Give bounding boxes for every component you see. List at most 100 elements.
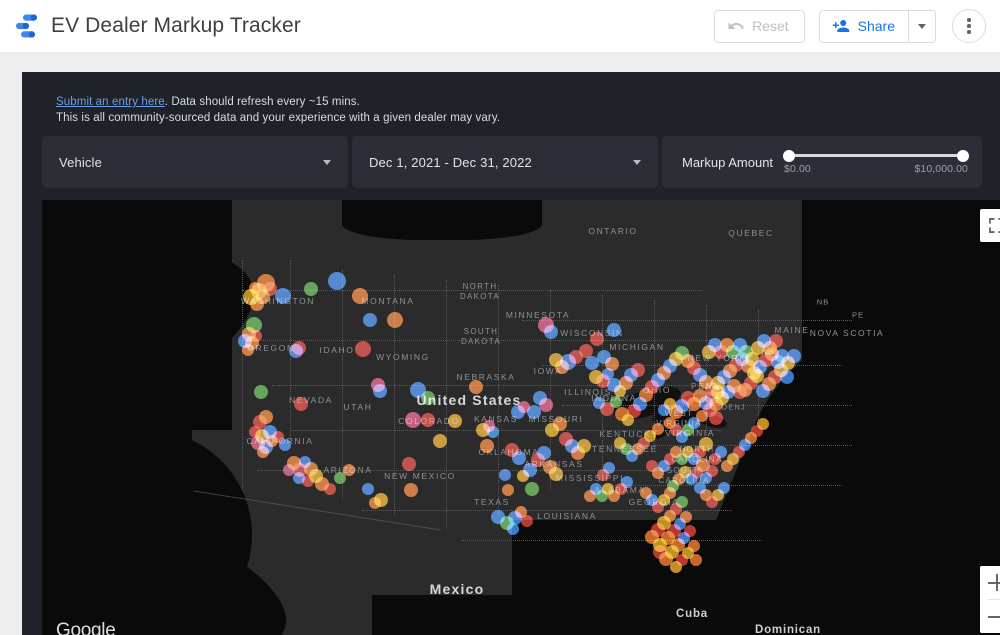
map-data-point[interactable] <box>539 398 553 412</box>
map-zoom-out-button[interactable] <box>980 600 1000 633</box>
map-data-point[interactable] <box>607 323 621 337</box>
map-data-point[interactable] <box>640 487 652 499</box>
map-data-point[interactable] <box>553 417 567 431</box>
map-data-point[interactable] <box>718 482 730 494</box>
map-data-point[interactable] <box>250 330 262 342</box>
map-zoom-in-button[interactable] <box>980 566 1000 599</box>
map-fullscreen-button[interactable] <box>980 209 1000 242</box>
map-data-point[interactable] <box>499 469 511 481</box>
map-data-point[interactable] <box>343 464 355 476</box>
map-data-point[interactable] <box>750 369 764 383</box>
map-data-point[interactable] <box>646 460 658 472</box>
map-data-point[interactable] <box>275 288 291 304</box>
map-data-point[interactable] <box>363 313 377 327</box>
map-data-point[interactable] <box>745 352 759 366</box>
map-data-point[interactable] <box>371 378 385 392</box>
map-data-point[interactable] <box>527 405 541 419</box>
map-data-point[interactable] <box>653 545 667 559</box>
map-data-point[interactable] <box>279 439 291 451</box>
markup-amount-filter[interactable]: Markup Amount $0.00 $10,000.00 <box>662 136 982 188</box>
map-data-point[interactable] <box>690 554 702 566</box>
map-data-point[interactable] <box>352 288 368 304</box>
map-data-point[interactable] <box>433 434 447 448</box>
map-data-point[interactable] <box>715 446 727 458</box>
map-data-point[interactable] <box>254 385 268 399</box>
map-data-point[interactable] <box>249 282 261 294</box>
share-button[interactable]: Share <box>820 11 908 42</box>
map-data-point[interactable] <box>757 418 769 430</box>
map-data-point[interactable] <box>421 413 435 427</box>
map-data-point[interactable] <box>334 472 346 484</box>
map-data-point[interactable] <box>502 484 514 496</box>
map-data-point[interactable] <box>521 515 533 527</box>
map-data-point[interactable] <box>283 464 295 476</box>
map-data-point[interactable] <box>597 469 609 481</box>
map-data-point[interactable] <box>605 357 619 371</box>
map-data-point[interactable] <box>787 349 801 363</box>
map-data-point[interactable] <box>544 325 558 339</box>
map-data-point[interactable] <box>480 439 494 453</box>
map-chart[interactable]: WASHINGTONOREGONIDAHOMONTANAWYOMINGNEVAD… <box>42 200 1000 635</box>
map-data-point[interactable] <box>610 396 622 408</box>
vehicle-filter-label: Vehicle <box>59 154 102 170</box>
map-data-point[interactable] <box>402 457 416 471</box>
map-data-point[interactable] <box>242 344 254 356</box>
map-data-point[interactable] <box>324 483 336 495</box>
map-data-point[interactable] <box>709 411 723 425</box>
note-line-2: This is all community-sourced data and y… <box>56 112 501 124</box>
map-data-point[interactable] <box>706 465 718 477</box>
share-dropdown-button[interactable] <box>908 10 935 42</box>
map-data-point[interactable] <box>469 380 483 394</box>
map-data-point[interactable] <box>579 344 593 358</box>
map-data-point[interactable] <box>259 410 273 424</box>
map-data-point[interactable] <box>507 523 519 535</box>
map-data-point[interactable] <box>355 341 371 357</box>
map-data-point[interactable] <box>404 483 418 497</box>
submit-entry-link[interactable]: Submit an entry here <box>56 96 165 108</box>
map-data-point[interactable] <box>585 356 599 370</box>
map-data-point[interactable] <box>302 475 314 487</box>
map-data-point[interactable] <box>531 453 545 467</box>
map-data-point[interactable] <box>555 360 569 374</box>
map-data-point[interactable] <box>631 363 645 377</box>
map-data-point[interactable] <box>517 470 529 482</box>
map-data-point[interactable] <box>577 439 591 453</box>
map-data-point[interactable] <box>483 420 495 432</box>
slider-handle-min[interactable] <box>783 149 796 162</box>
map-data-point[interactable] <box>664 417 676 429</box>
map-data-point[interactable] <box>670 561 682 573</box>
map-data-point[interactable] <box>405 412 421 428</box>
map-data-point[interactable] <box>590 332 604 346</box>
map-data-point[interactable] <box>421 391 435 405</box>
map-data-point[interactable] <box>512 451 526 465</box>
map-data-point[interactable] <box>688 540 700 552</box>
map-data-point[interactable] <box>448 414 462 428</box>
map-data-point[interactable] <box>304 282 318 296</box>
reset-button[interactable]: Reset <box>714 9 805 43</box>
map-data-point[interactable] <box>769 334 783 348</box>
map-data-point[interactable] <box>602 368 614 380</box>
map-data-point[interactable] <box>584 490 596 502</box>
slider-handle-max[interactable] <box>957 149 969 162</box>
map-data-point[interactable] <box>362 483 374 495</box>
map-data-point[interactable] <box>257 446 269 458</box>
map-data-point[interactable] <box>780 370 794 384</box>
date-range-filter[interactable]: Dec 1, 2021 - Dec 31, 2022 <box>352 136 658 188</box>
vehicle-filter[interactable]: Vehicle <box>42 136 348 188</box>
map-data-point[interactable] <box>549 467 563 481</box>
map-data-point[interactable] <box>328 272 346 290</box>
map-data-point[interactable] <box>263 282 277 296</box>
more-options-button[interactable] <box>952 9 986 43</box>
map-data-point[interactable] <box>684 525 696 537</box>
looker-studio-logo <box>16 14 37 38</box>
map-data-point[interactable] <box>387 312 403 328</box>
map-data-point[interactable] <box>292 341 306 355</box>
map-data-point[interactable] <box>294 397 308 411</box>
map-data-point[interactable] <box>614 437 626 449</box>
map-data-point[interactable] <box>525 482 539 496</box>
map-data-point[interactable] <box>658 404 670 416</box>
map-data-point[interactable] <box>680 511 692 523</box>
markup-range-slider[interactable]: $0.00 $10,000.00 <box>783 145 969 179</box>
map-data-point[interactable] <box>702 345 716 359</box>
map-data-point[interactable] <box>369 497 381 509</box>
